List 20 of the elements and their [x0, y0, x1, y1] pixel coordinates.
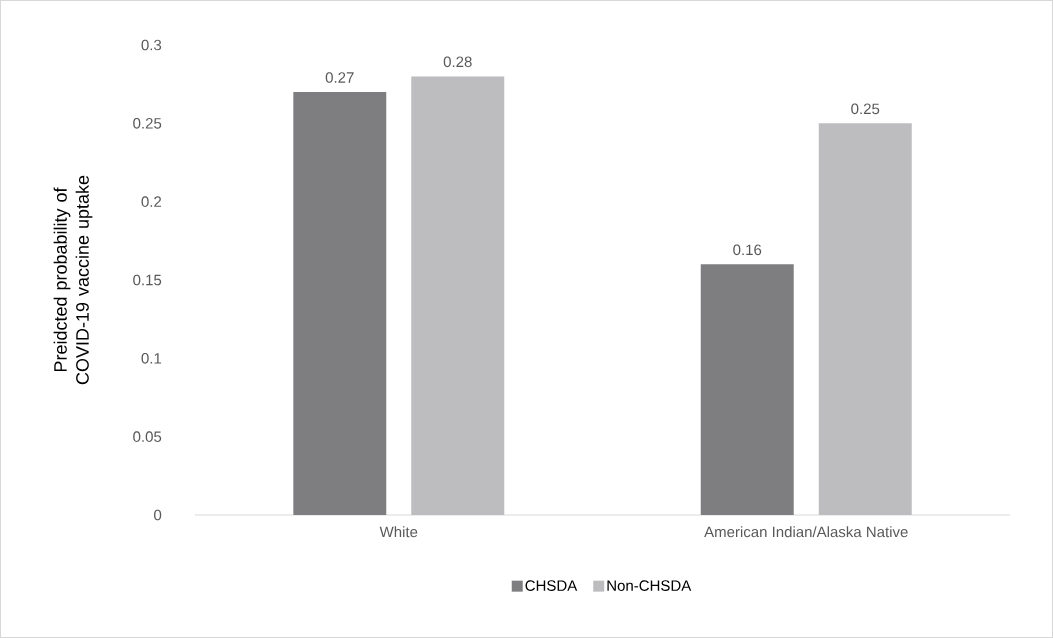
y-tick-label: 0.1 [141, 353, 162, 364]
data-label: 0.25 [851, 103, 880, 115]
legend-label: Non-CHSDA [607, 580, 692, 591]
y-tick-label: 0 [154, 509, 162, 521]
y-tick-label: 0.15 [133, 274, 162, 286]
y-tick-label: 0.3 [141, 39, 162, 51]
data-label: 0.16 [733, 244, 762, 256]
data-label: 0.28 [443, 56, 472, 68]
bar [293, 92, 387, 515]
bar [411, 76, 505, 515]
y-tick-label: 0.25 [133, 118, 162, 129]
y-tick-label: 0.05 [133, 431, 162, 442]
x-tick-label: American Indian/Alaska Native [704, 526, 908, 538]
x-tick-label: White [379, 526, 418, 538]
legend-label: CHSDA [525, 580, 578, 591]
data-label: 0.27 [325, 72, 354, 83]
bar [818, 123, 912, 515]
y-axis-title: Preidcted probability of COVID-19 vaccine uptake [53, 175, 93, 385]
y-tick-label: 0.2 [141, 196, 162, 207]
bar [700, 264, 794, 515]
